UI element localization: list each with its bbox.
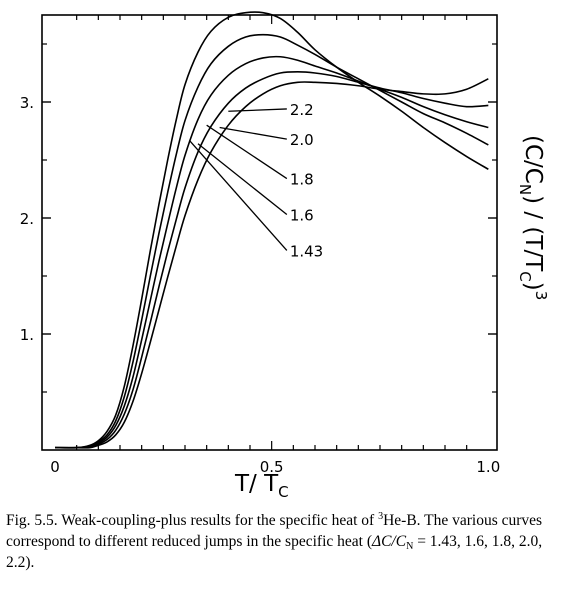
curve-label-1.43: 1.43 — [290, 242, 323, 260]
caption-isotope-superscript: 3 — [378, 511, 384, 522]
x-tick-label: 0.5 — [260, 458, 284, 476]
x-axis-label: T/ TC — [234, 471, 289, 500]
chart: 0 0.5 1.0 1. 2. 3. 2.2 2.0 1.8 1.6 1.43 T/ TC (C/… — [20, 11, 550, 500]
curve-labels: 2.2 2.0 1.8 1.6 1.43 — [290, 101, 323, 261]
curve-label-leaders — [188, 108, 288, 251]
y-axis-label: (C/CN) / (T/TC)3 — [516, 135, 550, 300]
curve-1.6 — [54, 71, 489, 449]
curve-2.2 — [54, 11, 489, 449]
curve-label-2.0: 2.0 — [290, 131, 314, 149]
leader-line-1.43 — [188, 139, 288, 251]
leader-line-2.2 — [228, 108, 287, 112]
curves — [54, 11, 489, 449]
y-tick-label: 2. — [20, 210, 34, 228]
leader-line-1.6 — [197, 143, 288, 216]
caption-text-2: He-B. The various curves correspond to d… — [6, 512, 543, 550]
curve-label-1.6: 1.6 — [290, 207, 314, 225]
axis-ticks — [42, 15, 497, 450]
plot-frame — [41, 14, 498, 451]
y-tick-label: 1. — [20, 326, 34, 344]
leader-line-2.0 — [219, 126, 287, 140]
curve-2.0 — [54, 33, 489, 449]
curve-1.8 — [54, 55, 489, 449]
caption-text-1: Fig. 5.5. Weak-coupling-plus results for… — [6, 512, 379, 529]
y-tick-label: 3. — [20, 94, 34, 112]
x-tick-label: 1.0 — [476, 458, 500, 476]
caption-delta-c-subscript: N — [406, 541, 414, 552]
curve-1.43 — [54, 78, 489, 449]
axis-tick-labels: 0 0.5 1.0 1. 2. 3. — [20, 94, 501, 476]
caption-delta-c: ΔC/C — [371, 533, 407, 550]
figure-caption: Fig. 5.5. Weak-coupling-plus results for… — [6, 510, 556, 573]
curve-label-1.8: 1.8 — [290, 171, 314, 189]
leader-line-1.8 — [206, 124, 288, 180]
curve-label-2.2: 2.2 — [290, 101, 314, 119]
x-tick-label: 0 — [50, 458, 60, 476]
caption-text-3: = 1.43, 1.6, 1.8, 2.0, 2.2). — [6, 533, 543, 571]
